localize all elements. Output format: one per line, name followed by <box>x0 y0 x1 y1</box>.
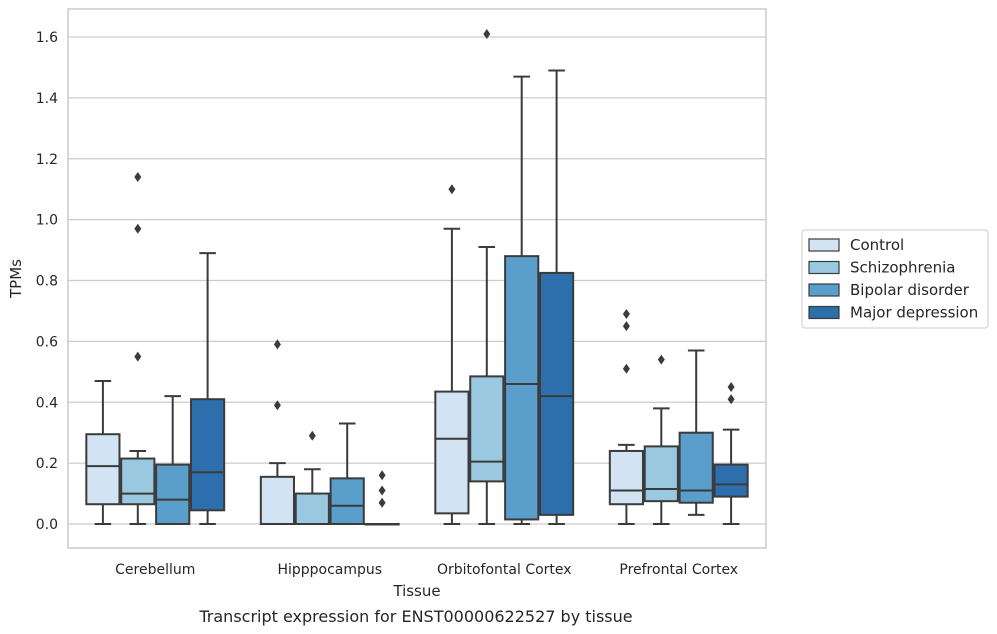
box-schizophrenia <box>469 28 505 525</box>
box-body <box>643 445 679 503</box>
y-tick-label: 0.0 <box>36 517 58 533</box>
legend-label: Bipolar disorder <box>850 281 970 299</box>
x-tick-label: Cerebellum <box>115 562 195 578</box>
box-major-depression <box>539 69 575 525</box>
box-schizophrenia <box>120 172 156 525</box>
y-tick-label: 1.4 <box>36 91 58 107</box>
chart-caption: Transcript expression for ENST0000062252… <box>198 607 632 626</box>
box-major-depression <box>364 470 400 526</box>
x-tick-label: Prefrontal Cortex <box>619 562 738 578</box>
plot-area-frame <box>67 8 767 549</box>
box-body <box>678 431 714 504</box>
box-bipolar-disorder <box>678 349 714 516</box>
legend-frame <box>801 229 989 329</box>
outlier-point <box>622 321 630 332</box>
outlier-point <box>378 497 386 508</box>
y-tick-label: 0.2 <box>36 456 58 472</box>
legend-swatch <box>808 283 840 297</box>
outlier-point <box>727 394 735 405</box>
box-body <box>155 463 191 526</box>
y-tick-labels: 0.0 0.2 0.4 0.6 0.8 1.0 1.2 1.4 1.6 <box>36 30 58 533</box>
box-bipolar-disorder <box>329 422 365 525</box>
outlier-point <box>378 485 386 496</box>
y-tick-label: 0.8 <box>36 274 58 290</box>
x-tick-label: Hipppocampus <box>277 562 382 578</box>
legend-swatch <box>808 238 840 252</box>
box-control <box>259 339 295 525</box>
outlier-point <box>622 308 630 319</box>
box-body <box>608 449 644 506</box>
box-body <box>190 398 226 512</box>
outlier-point <box>622 363 630 374</box>
box-body <box>294 492 330 525</box>
gridlines <box>68 36 766 525</box>
outlier-point <box>308 430 316 441</box>
x-axis-label: Tissue <box>392 582 440 600</box>
box-body <box>539 271 575 516</box>
outlier-point <box>273 339 281 350</box>
box-major-depression <box>713 382 749 525</box>
box-schizophrenia <box>294 430 330 525</box>
box-bipolar-disorder <box>504 75 540 525</box>
box-control <box>85 379 121 525</box>
legend: Control Schizophrenia Bipolar disorder Majo… <box>801 229 989 329</box>
y-tick-label: 1.2 <box>36 152 58 168</box>
box-bipolar-disorder <box>155 395 191 526</box>
legend-label: Major depression <box>850 304 978 322</box>
outlier-point <box>134 223 142 234</box>
legend-swatch <box>808 305 840 320</box>
outlier-point <box>134 351 142 362</box>
y-tick-label: 0.6 <box>36 334 58 350</box>
outlier-point <box>273 400 281 411</box>
box-body <box>713 463 749 498</box>
y-tick-label: 1.6 <box>36 30 58 46</box>
outlier-point <box>727 382 735 393</box>
box-body <box>85 433 121 506</box>
outlier-point <box>134 172 142 183</box>
box-major-depression <box>190 252 226 525</box>
box-body <box>469 375 505 483</box>
box-control <box>608 308 644 525</box>
box-body <box>329 477 365 525</box>
y-tick-label: 1.0 <box>36 213 58 229</box>
box-series <box>85 28 749 526</box>
outlier-point <box>483 28 491 39</box>
box-body <box>120 457 156 506</box>
box-control <box>434 184 470 525</box>
legend-swatch <box>808 260 840 275</box>
y-tick-label: 0.4 <box>36 395 58 411</box>
outlier-point <box>378 470 386 481</box>
x-tick-label: Orbitofontal Cortex <box>437 562 572 578</box>
box-body <box>504 255 540 521</box>
box-body <box>434 390 470 515</box>
y-axis-label: TPMs <box>7 259 25 299</box>
outlier-point <box>657 354 665 365</box>
box-schizophrenia <box>643 354 679 525</box>
legend-label: Control <box>850 236 904 254</box>
outlier-point <box>448 184 456 195</box>
legend-label: Schizophrenia <box>850 259 955 277</box>
x-tick-labels: Cerebellum Hipppocampus Orbitofontal Corte… <box>115 562 738 578</box>
box-body <box>259 475 295 525</box>
